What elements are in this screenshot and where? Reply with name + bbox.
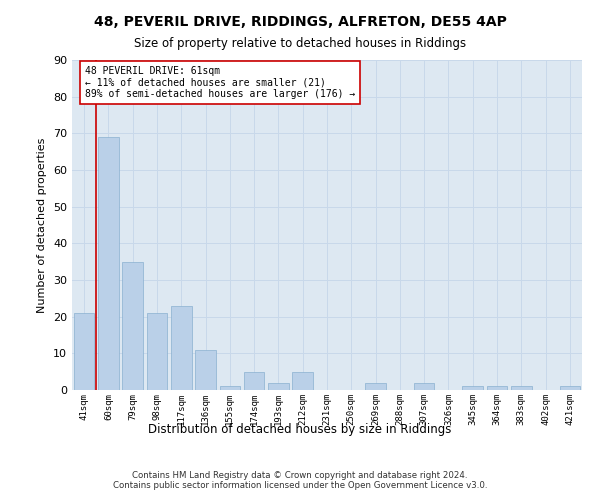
Bar	[171, 306, 191, 390]
Bar	[244, 372, 265, 390]
Bar	[98, 137, 119, 390]
Bar	[414, 382, 434, 390]
Bar	[195, 350, 216, 390]
Text: 48 PEVERIL DRIVE: 61sqm
← 11% of detached houses are smaller (21)
89% of semi-de: 48 PEVERIL DRIVE: 61sqm ← 11% of detache…	[85, 66, 355, 98]
Bar	[292, 372, 313, 390]
Bar	[146, 313, 167, 390]
Bar	[365, 382, 386, 390]
Bar	[268, 382, 289, 390]
Bar	[122, 262, 143, 390]
Bar	[74, 313, 94, 390]
Text: 48, PEVERIL DRIVE, RIDDINGS, ALFRETON, DE55 4AP: 48, PEVERIL DRIVE, RIDDINGS, ALFRETON, D…	[94, 15, 506, 29]
Text: Size of property relative to detached houses in Riddings: Size of property relative to detached ho…	[134, 38, 466, 51]
Y-axis label: Number of detached properties: Number of detached properties	[37, 138, 47, 312]
Bar	[511, 386, 532, 390]
Text: Distribution of detached houses by size in Riddings: Distribution of detached houses by size …	[148, 422, 452, 436]
Bar	[560, 386, 580, 390]
Bar	[463, 386, 483, 390]
Bar	[220, 386, 240, 390]
Bar	[487, 386, 508, 390]
Text: Contains HM Land Registry data © Crown copyright and database right 2024.
Contai: Contains HM Land Registry data © Crown c…	[113, 470, 487, 490]
